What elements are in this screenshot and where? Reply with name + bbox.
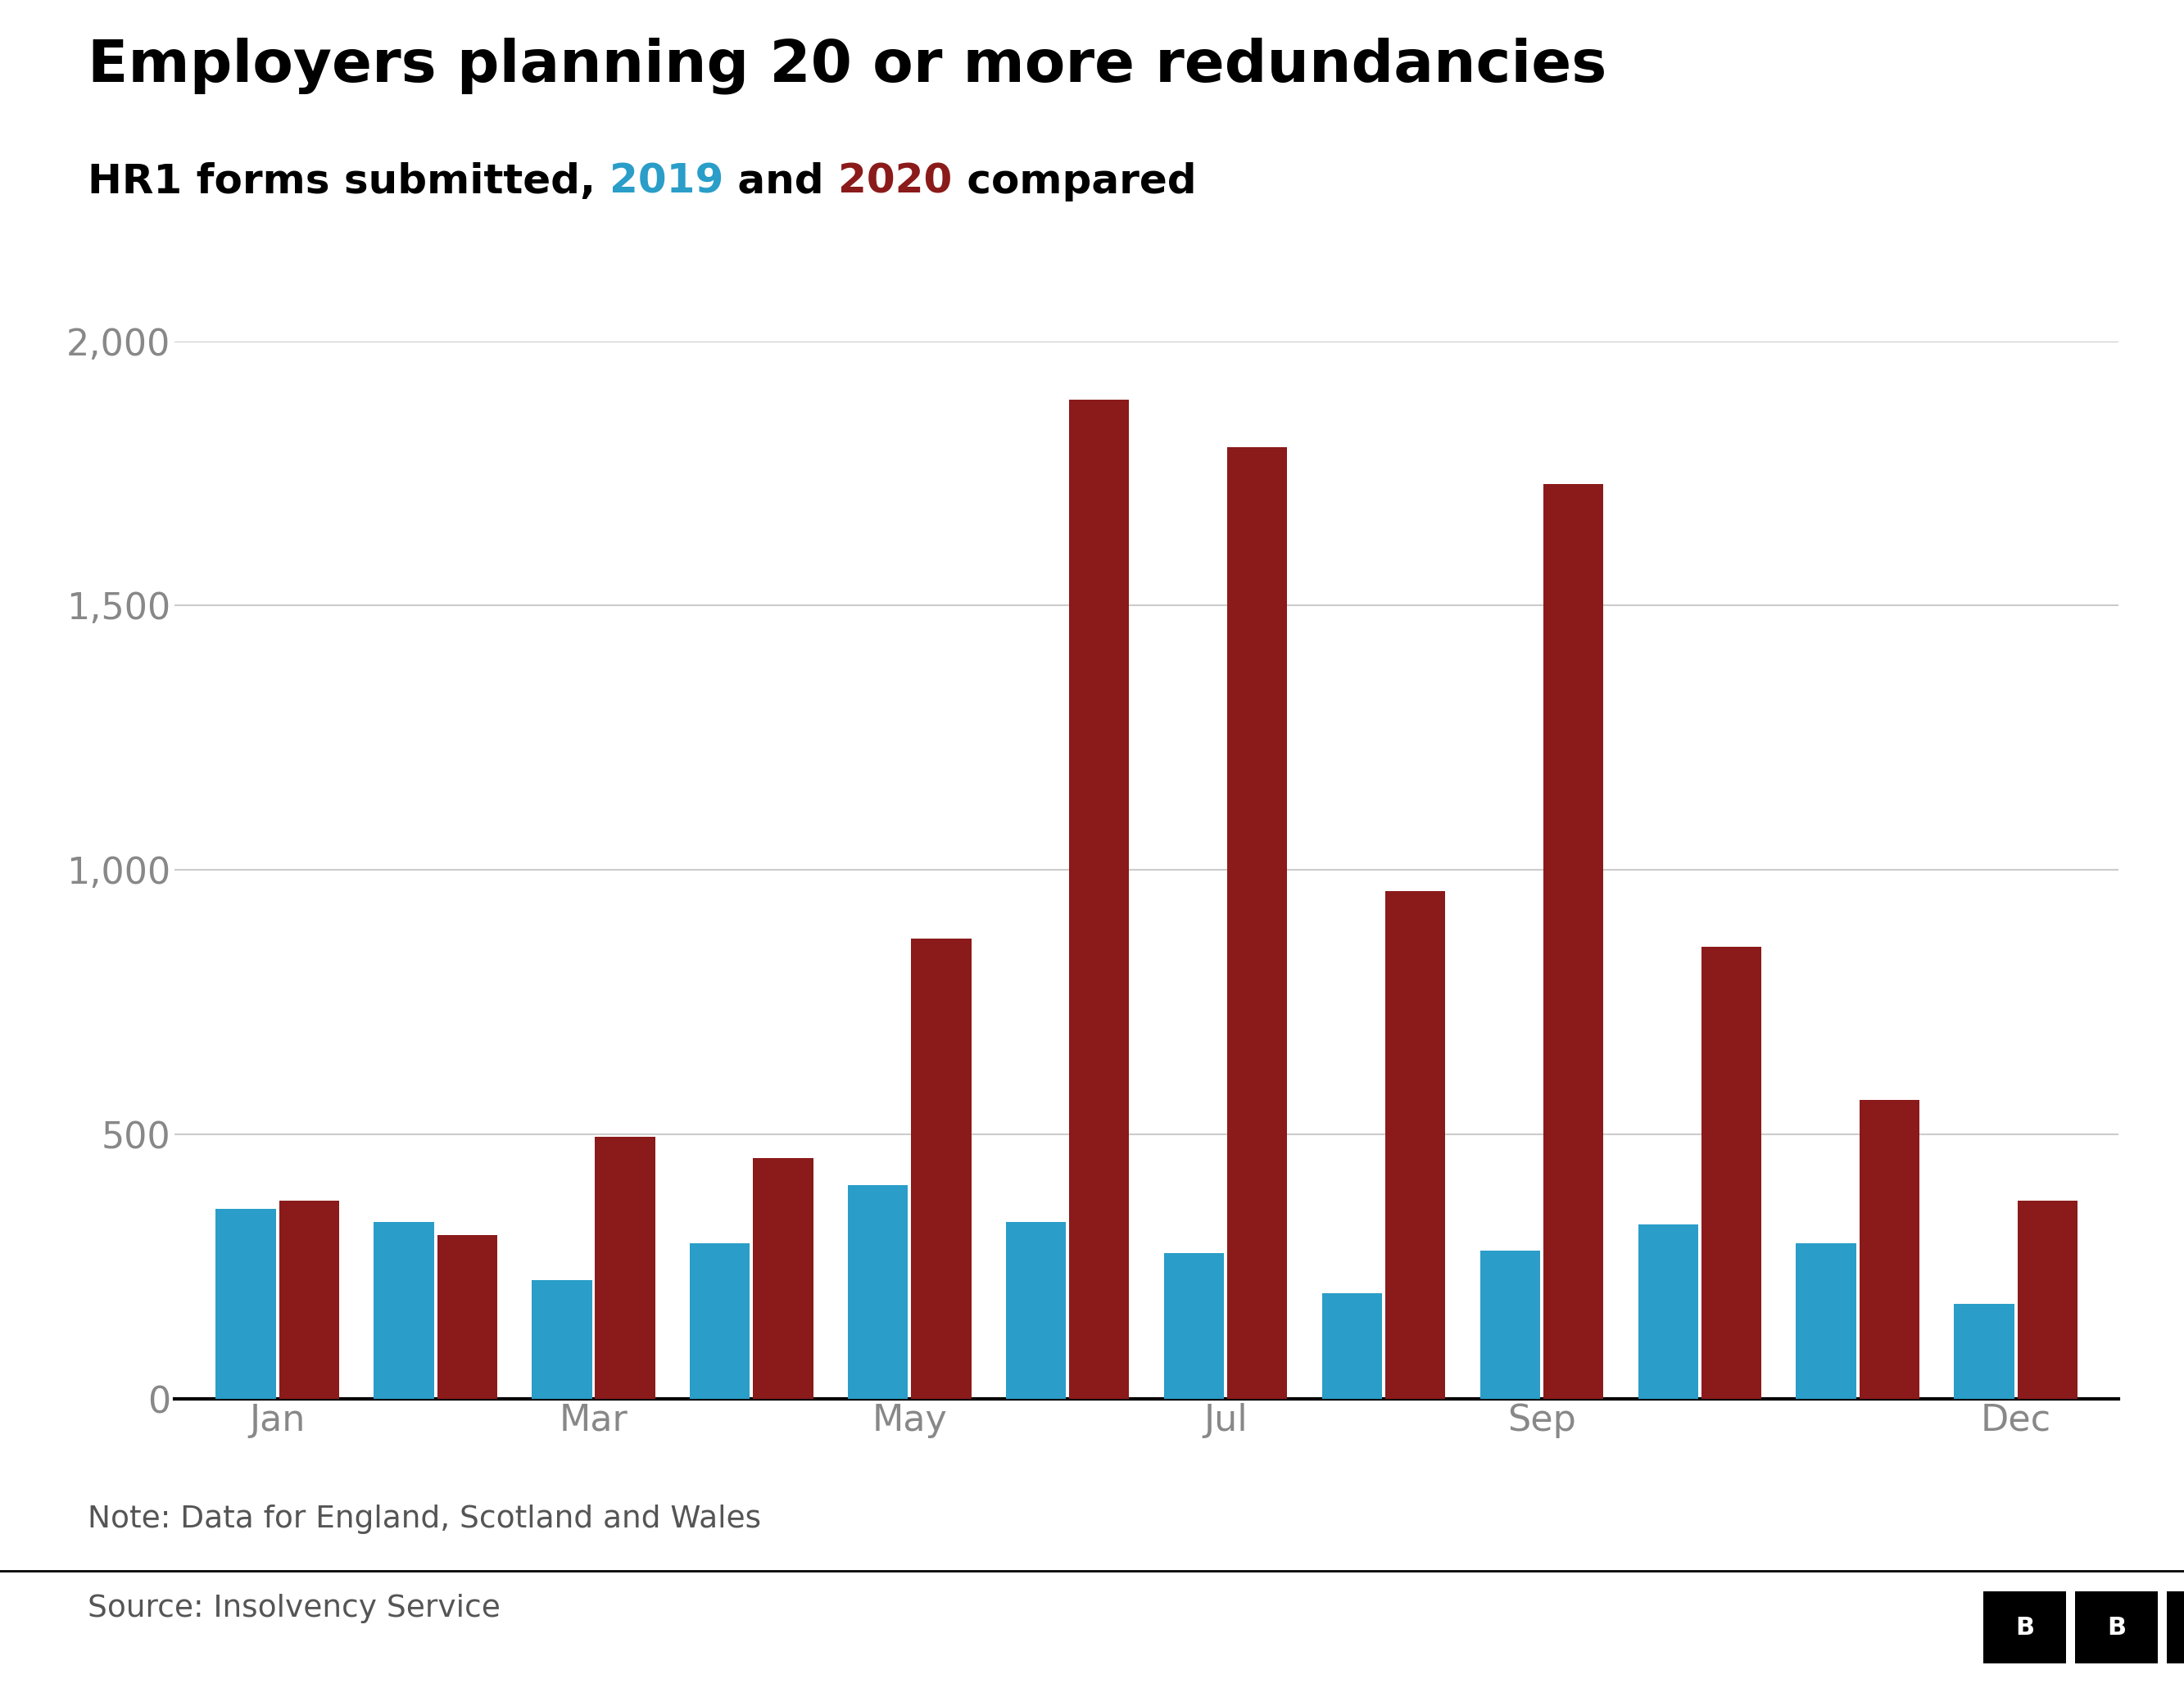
Bar [753, 1158, 812, 1399]
Bar [911, 938, 972, 1399]
Bar [2018, 1201, 2077, 1399]
Bar [847, 1184, 909, 1399]
Text: Source: Insolvency Service: Source: Insolvency Service [87, 1593, 500, 1622]
Text: and: and [723, 162, 839, 201]
Bar [1701, 947, 1760, 1399]
Bar [690, 1244, 749, 1399]
Bar [1859, 1100, 1920, 1399]
Bar [1164, 1254, 1223, 1399]
Bar [1227, 447, 1286, 1399]
Bar [1385, 891, 1446, 1399]
Bar [373, 1221, 435, 1399]
Bar [1638, 1225, 1699, 1399]
Text: B: B [2108, 1616, 2125, 1639]
Bar [1955, 1303, 2014, 1399]
Bar [1481, 1250, 1540, 1399]
Text: 2019: 2019 [609, 162, 723, 201]
Text: Employers planning 20 or more redundancies: Employers planning 20 or more redundanci… [87, 38, 1607, 94]
Bar [280, 1201, 339, 1399]
FancyBboxPatch shape [1983, 1592, 2066, 1663]
Bar [533, 1280, 592, 1399]
Text: B: B [2016, 1616, 2033, 1639]
Bar [1321, 1293, 1382, 1399]
Text: HR1 forms submitted,: HR1 forms submitted, [87, 162, 609, 201]
Text: compared: compared [952, 162, 1197, 201]
Bar [1544, 485, 1603, 1399]
Bar [1070, 399, 1129, 1399]
FancyBboxPatch shape [2075, 1592, 2158, 1663]
Bar [1795, 1244, 1856, 1399]
Text: Note: Data for England, Scotland and Wales: Note: Data for England, Scotland and Wal… [87, 1505, 760, 1534]
Text: 2020: 2020 [839, 162, 952, 201]
Bar [594, 1138, 655, 1399]
Bar [1007, 1221, 1066, 1399]
Bar [216, 1208, 275, 1399]
Bar [437, 1235, 498, 1399]
FancyBboxPatch shape [2167, 1592, 2184, 1663]
